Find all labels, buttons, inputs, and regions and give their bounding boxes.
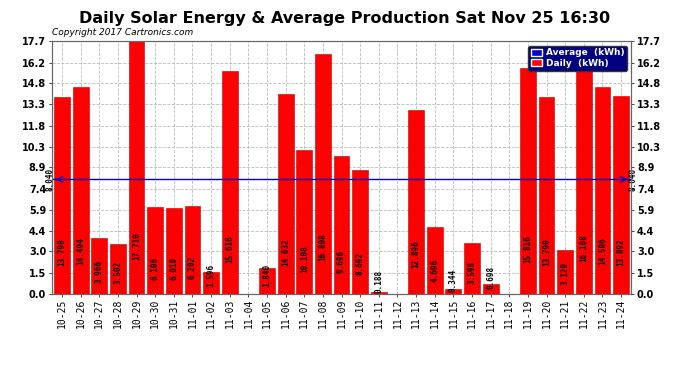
Bar [147,207,163,294]
Bar [184,206,200,294]
Text: 8.040: 8.040 [46,168,55,191]
Text: 8.040: 8.040 [629,168,638,191]
Text: 16.808: 16.808 [318,234,328,261]
Text: 17.710: 17.710 [132,232,141,260]
Bar [558,250,573,294]
Text: 14.032: 14.032 [281,238,290,266]
Text: 9.696: 9.696 [337,251,346,273]
Text: Daily Solar Energy & Average Production Sat Nov 25 16:30: Daily Solar Energy & Average Production … [79,11,611,26]
Bar [371,292,386,294]
Text: 1.596: 1.596 [206,264,215,287]
Bar [427,227,443,294]
Legend: Average  (kWh), Daily  (kWh): Average (kWh), Daily (kWh) [529,46,627,70]
Text: 0.344: 0.344 [449,269,458,292]
Bar [464,243,480,294]
Bar [576,64,592,294]
Text: 14.506: 14.506 [598,237,607,265]
Bar [54,97,70,294]
Text: 16.108: 16.108 [580,235,589,262]
Text: 6.106: 6.106 [150,256,159,280]
Text: 15.616: 15.616 [225,236,234,263]
Bar [110,244,126,294]
Text: Copyright 2017 Cartronics.com: Copyright 2017 Cartronics.com [52,28,193,38]
Bar [334,156,349,294]
Text: 3.966: 3.966 [95,260,103,283]
Text: 3.128: 3.128 [561,262,570,285]
Text: 3.598: 3.598 [468,261,477,284]
Bar [315,54,331,294]
Text: 6.010: 6.010 [169,256,178,280]
Bar [166,209,181,294]
Text: 15.816: 15.816 [524,235,533,263]
Bar [520,68,536,294]
Text: 1.840: 1.840 [262,264,271,287]
Bar [221,71,237,294]
Text: 8.692: 8.692 [355,252,365,275]
Bar [277,94,293,294]
Text: 0.188: 0.188 [374,270,384,293]
Bar [259,268,275,294]
Text: 6.202: 6.202 [188,256,197,279]
Bar [72,87,88,294]
Bar [297,150,312,294]
Text: 4.696: 4.696 [431,259,440,282]
Text: 3.502: 3.502 [113,261,122,284]
Text: 0.698: 0.698 [486,266,495,289]
Bar [613,96,629,294]
Bar [483,284,499,294]
Text: 12.896: 12.896 [412,240,421,268]
Bar [91,238,107,294]
Bar [539,97,555,294]
Bar [128,41,144,294]
Text: 14.494: 14.494 [76,237,85,265]
Text: 13.892: 13.892 [617,238,626,266]
Bar [203,272,219,294]
Bar [446,290,462,294]
Bar [353,170,368,294]
Bar [595,87,611,294]
Bar [408,110,424,294]
Text: 10.108: 10.108 [299,245,309,273]
Text: 13.790: 13.790 [57,238,66,266]
Text: 13.790: 13.790 [542,238,551,266]
